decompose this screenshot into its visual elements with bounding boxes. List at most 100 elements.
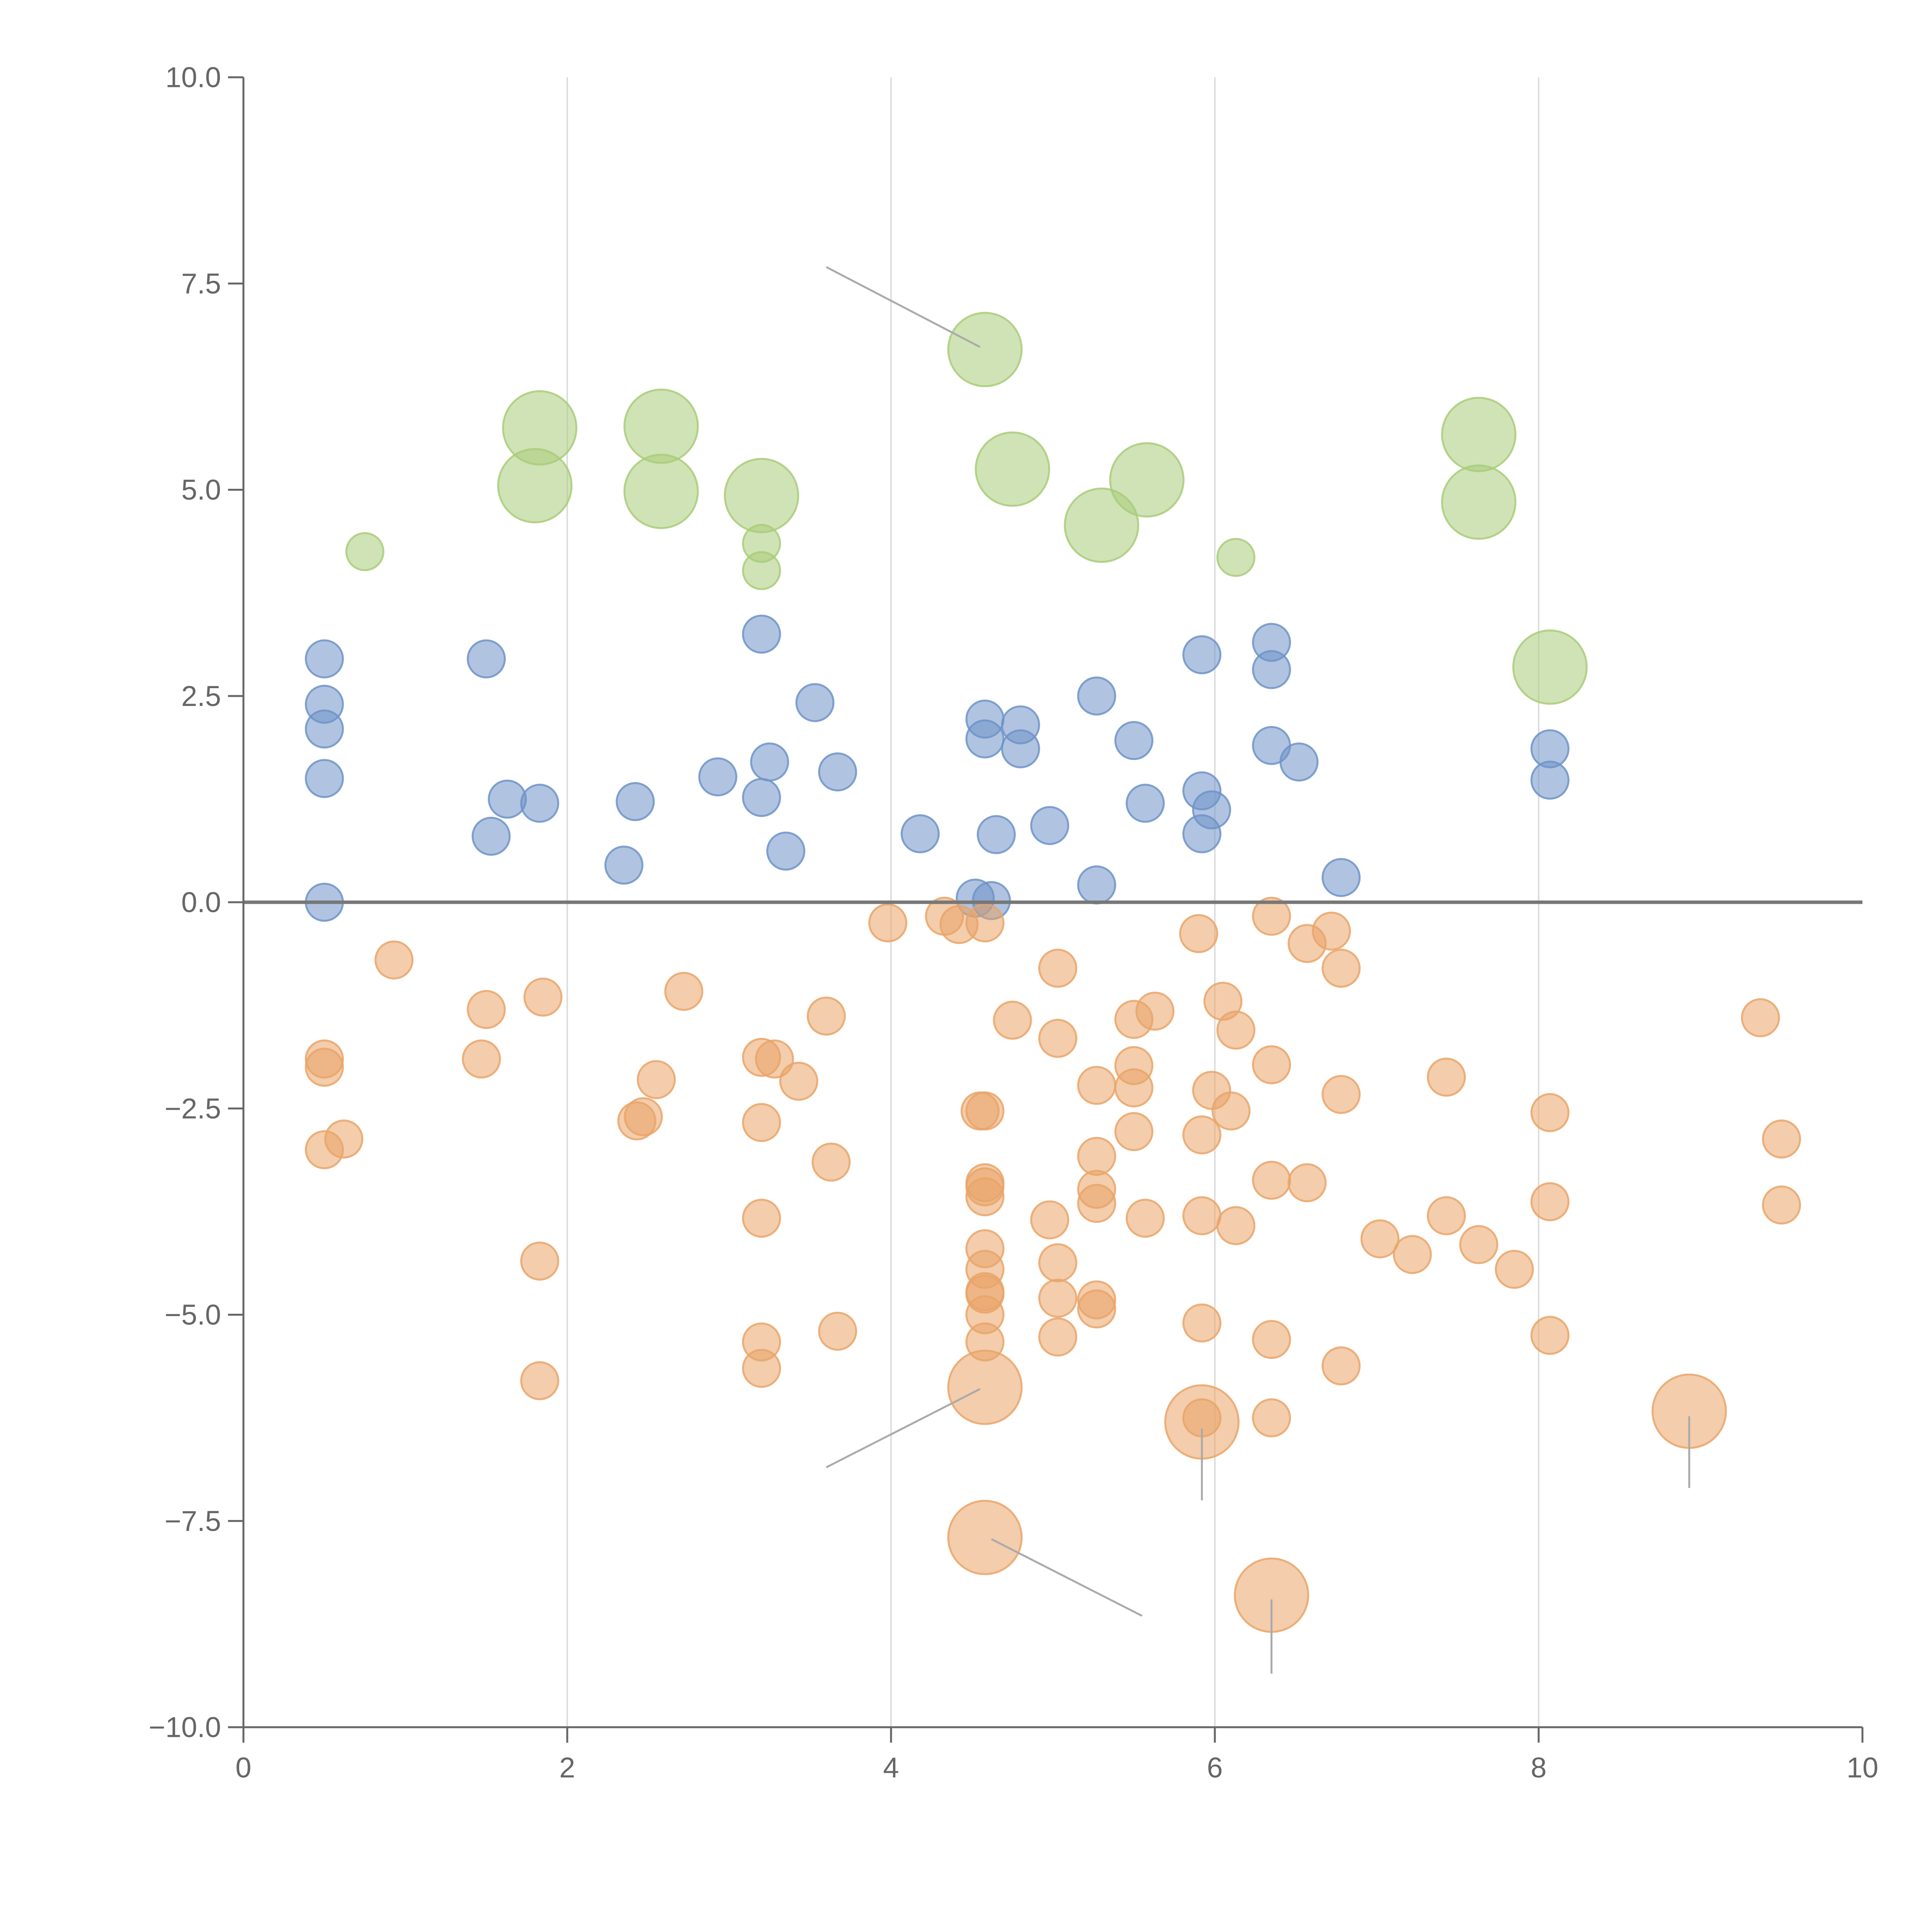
negative-point-55 bbox=[1135, 992, 1175, 1031]
x-tick-label-3: 6 bbox=[1207, 1752, 1223, 1784]
leader-line-0 bbox=[826, 266, 981, 348]
positive-large-point-11 bbox=[1109, 442, 1185, 518]
positive-large-point-15 bbox=[1512, 629, 1588, 705]
negative-point-82 bbox=[1321, 1346, 1361, 1386]
negative-point-81 bbox=[1287, 1163, 1327, 1202]
negative-point-86 bbox=[1427, 1196, 1466, 1235]
y-tick-label-2: −5.0 bbox=[165, 1299, 221, 1331]
negative-point-73 bbox=[1252, 1160, 1291, 1200]
positive-small-point-9 bbox=[604, 845, 644, 885]
positive-large-point-9 bbox=[975, 431, 1050, 507]
negative-point-12 bbox=[636, 1060, 676, 1099]
positive-small-point-36 bbox=[1252, 650, 1291, 689]
negative-point-40 bbox=[947, 1500, 1023, 1575]
positive-large-point-12 bbox=[1216, 538, 1255, 577]
negative-point-51 bbox=[1077, 1184, 1116, 1223]
negative-point-13 bbox=[664, 972, 704, 1011]
negative-point-80 bbox=[1321, 1075, 1361, 1114]
positive-small-point-34 bbox=[1182, 814, 1221, 854]
positive-large-point-7 bbox=[742, 551, 781, 590]
negative-point-22 bbox=[811, 1143, 851, 1182]
negative-point-29 bbox=[965, 1091, 1005, 1131]
negative-point-71 bbox=[1252, 896, 1291, 936]
negative-point-60 bbox=[1179, 914, 1218, 953]
negative-point-11 bbox=[624, 1097, 663, 1136]
positive-small-point-15 bbox=[766, 832, 806, 871]
positive-small-point-6 bbox=[471, 816, 511, 856]
negative-point-42 bbox=[1038, 949, 1078, 988]
negative-point-15 bbox=[755, 1039, 794, 1079]
positive-large-point-3 bbox=[623, 388, 699, 464]
negative-point-47 bbox=[1038, 1317, 1078, 1357]
positive-large-point-4 bbox=[623, 454, 699, 529]
positive-large-point-8 bbox=[947, 312, 1023, 388]
negative-point-5 bbox=[462, 1039, 501, 1079]
data-points bbox=[305, 312, 1801, 1633]
negative-point-67 bbox=[1216, 1206, 1255, 1245]
negative-point-93 bbox=[1741, 998, 1780, 1037]
negative-point-74 bbox=[1252, 1320, 1291, 1359]
negative-point-24 bbox=[868, 903, 908, 942]
x-tick-label-5: 10 bbox=[1847, 1752, 1878, 1784]
negative-point-94 bbox=[1762, 1119, 1801, 1159]
positive-large-point-0 bbox=[345, 532, 384, 571]
negative-point-79 bbox=[1321, 949, 1361, 988]
positive-small-point-25 bbox=[1001, 729, 1040, 769]
positive-large-point-10 bbox=[1064, 487, 1139, 563]
positive-small-point-2 bbox=[305, 709, 344, 749]
negative-point-57 bbox=[1114, 1068, 1153, 1107]
negative-point-89 bbox=[1530, 1093, 1570, 1132]
negative-point-59 bbox=[1126, 1199, 1165, 1238]
positive-small-point-26 bbox=[1030, 806, 1070, 845]
positive-small-point-3 bbox=[305, 759, 344, 798]
negative-point-64 bbox=[1211, 1091, 1251, 1131]
positive-small-point-41 bbox=[1530, 760, 1570, 800]
negative-point-58 bbox=[1114, 1112, 1153, 1151]
negative-point-4 bbox=[374, 940, 414, 980]
negative-point-1 bbox=[305, 1048, 344, 1087]
leader-lines bbox=[826, 266, 1690, 1674]
positive-small-point-21 bbox=[965, 719, 1005, 759]
y-tick-label-3: −2.5 bbox=[165, 1092, 221, 1124]
negative-point-16 bbox=[779, 1061, 818, 1101]
negative-point-85 bbox=[1427, 1058, 1466, 1097]
y-tick-label-1: −7.5 bbox=[165, 1505, 221, 1537]
y-tick-label-6: 5.0 bbox=[181, 474, 221, 506]
negative-point-62 bbox=[1216, 1010, 1255, 1050]
negative-point-44 bbox=[1030, 1200, 1070, 1240]
positive-large-point-2 bbox=[497, 448, 573, 524]
negative-point-78 bbox=[1312, 912, 1351, 951]
positive-small-point-18 bbox=[900, 814, 940, 854]
y-tick-label-4: 0.0 bbox=[181, 886, 221, 918]
negative-point-91 bbox=[1530, 1316, 1570, 1355]
x-tick-label-2: 4 bbox=[883, 1752, 899, 1784]
leader-line-2 bbox=[991, 1538, 1143, 1617]
negative-point-41 bbox=[993, 1000, 1032, 1040]
negative-point-72 bbox=[1252, 1045, 1291, 1085]
negative-point-84 bbox=[1393, 1235, 1432, 1274]
positive-small-point-10 bbox=[616, 782, 655, 821]
negative-point-9 bbox=[520, 1361, 560, 1400]
positive-small-point-16 bbox=[795, 683, 835, 722]
y-tick-label-5: 2.5 bbox=[181, 680, 221, 712]
negative-point-90 bbox=[1530, 1182, 1570, 1221]
x-tick-label-1: 2 bbox=[559, 1752, 575, 1784]
positive-small-point-39 bbox=[1321, 858, 1361, 897]
positive-small-point-0 bbox=[305, 639, 344, 679]
y-tick-label-7: 7.5 bbox=[181, 267, 221, 299]
positive-large-point-14 bbox=[1441, 464, 1517, 540]
positive-small-point-23 bbox=[976, 815, 1016, 854]
positive-small-point-31 bbox=[1182, 635, 1221, 674]
positive-small-point-7 bbox=[488, 779, 527, 819]
negative-point-21 bbox=[806, 997, 846, 1036]
negative-point-48 bbox=[1077, 1066, 1116, 1105]
positive-small-point-28 bbox=[1077, 865, 1116, 905]
negative-point-17 bbox=[742, 1103, 781, 1142]
positive-small-point-29 bbox=[1114, 721, 1153, 760]
negative-point-43 bbox=[1038, 1019, 1078, 1058]
positive-small-point-5 bbox=[467, 639, 506, 679]
negative-point-68 bbox=[1182, 1303, 1221, 1343]
y-tick-label-0: −10.0 bbox=[149, 1711, 221, 1743]
x-tick-label-0: 0 bbox=[235, 1752, 251, 1784]
